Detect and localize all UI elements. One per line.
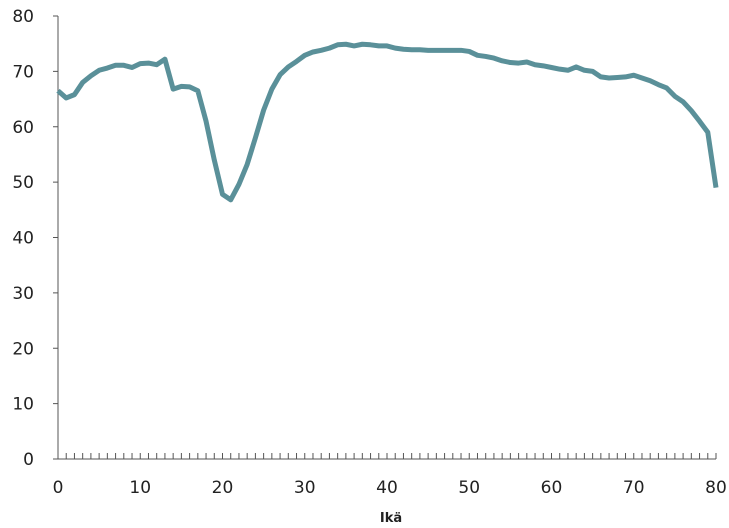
x-tick-label: 0 — [53, 478, 64, 498]
x-tick-label: 40 — [376, 478, 398, 498]
y-tick-label: 50 — [12, 173, 34, 193]
x-tick-label: 60 — [541, 478, 563, 498]
y-tick-label: 30 — [12, 284, 34, 304]
y-tick-label: 40 — [12, 229, 34, 249]
y-tick-label: 80 — [12, 7, 34, 27]
x-tick-label: 80 — [705, 478, 727, 498]
x-tick-label: 10 — [129, 478, 151, 498]
y-axis: 0 10 20 30 40 50 60 70 80 — [12, 7, 59, 470]
y-tick-label: 0 — [23, 450, 34, 470]
series-line — [56, 41, 719, 203]
x-tick-label: 70 — [623, 478, 645, 498]
y-tick-label: 10 — [12, 395, 34, 415]
y-tick-label: 70 — [12, 62, 34, 82]
x-axis-title: Ikä — [380, 511, 402, 526]
x-axis: 0 10 20 30 40 50 60 70 80 — [53, 453, 727, 498]
x-tick-label: 20 — [212, 478, 234, 498]
x-tick-label: 50 — [458, 478, 480, 498]
y-tick-label: 20 — [12, 339, 34, 359]
x-tick-label: 30 — [294, 478, 316, 498]
y-tick-label: 60 — [12, 118, 34, 138]
series-group — [56, 41, 719, 203]
